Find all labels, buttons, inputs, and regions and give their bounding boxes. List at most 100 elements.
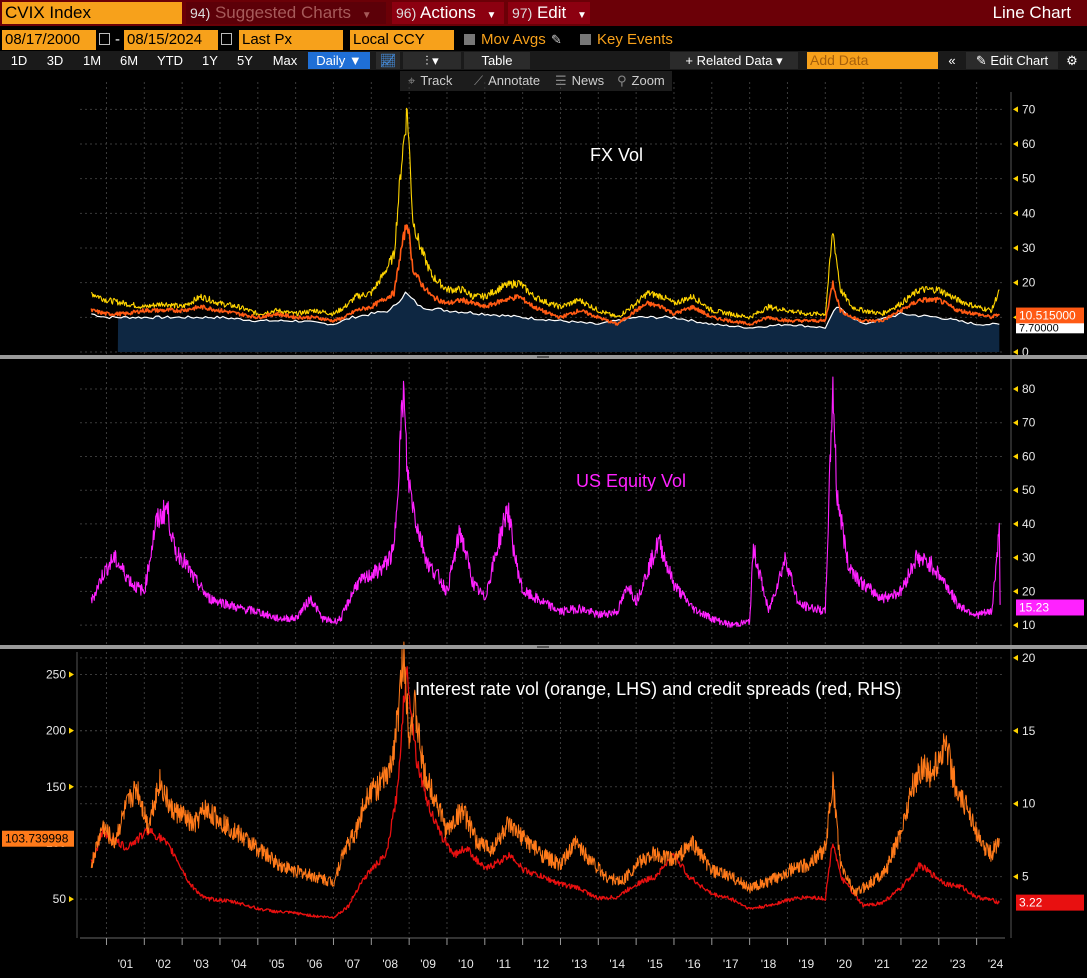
last-value-credit: 3.22	[1019, 896, 1043, 910]
edit-chart-button[interactable]: ✎ Edit Chart	[966, 52, 1058, 69]
x-tick-label: '01	[118, 957, 134, 971]
tick-marker	[1013, 554, 1018, 561]
x-tick-label: '19	[799, 957, 815, 971]
bar-style-icon[interactable]: ⫶ ▾	[403, 52, 461, 69]
calendar-icon[interactable]	[221, 33, 232, 45]
x-tick-label: '18	[761, 957, 777, 971]
drag-handle-icon[interactable]	[537, 356, 549, 358]
tick-marker	[1013, 175, 1018, 182]
chevron-down-icon: ▼	[486, 10, 497, 21]
y-tick-label: 50	[53, 892, 67, 906]
y-tick-label: 40	[1022, 206, 1036, 220]
y-tick-label: 15	[1022, 724, 1036, 738]
ticker-field[interactable]: CVIX Index	[2, 2, 182, 24]
y-tick-label: 30	[1022, 551, 1036, 565]
y-tick-label: 5	[1022, 870, 1029, 884]
period-1m[interactable]: 1M	[82, 53, 102, 68]
price-field-select[interactable]: Last Px	[239, 30, 343, 50]
edit-label: Edit	[536, 3, 567, 22]
currency-select[interactable]: Local CCY	[350, 30, 454, 50]
period-1d[interactable]: 1D	[10, 53, 28, 68]
y-tick-label: 80	[1022, 382, 1036, 396]
tick-marker	[69, 783, 74, 790]
chart-tools: ⌖ Track ⟋ Annotate ☰ News ⚲ Zoom	[400, 71, 672, 91]
tick-marker	[1013, 385, 1018, 392]
key-events-checkbox[interactable]	[580, 34, 591, 45]
pane-title-equity: US Equity Vol	[576, 471, 686, 491]
start-date-field[interactable]: 08/17/2000	[2, 30, 96, 50]
pane-title-fx: FX Vol	[590, 145, 643, 165]
actions-menu[interactable]: 96) Actions ▼	[392, 2, 504, 24]
key-events-label: Key Events	[597, 31, 673, 48]
tick-marker	[1013, 873, 1018, 880]
tick-marker	[1013, 279, 1018, 286]
y-tick-label: 250	[46, 667, 66, 681]
tick-marker	[1013, 654, 1018, 661]
gear-icon[interactable]: ⚙	[1066, 53, 1078, 68]
period-5y[interactable]: 5Y	[237, 53, 253, 68]
tick-marker	[1013, 588, 1018, 595]
related-data-button[interactable]: + Related Data ▾	[670, 52, 798, 69]
track-tool[interactable]: ⌖ Track	[408, 71, 452, 91]
x-tick-label: '02	[155, 957, 171, 971]
x-tick-label: '15	[647, 957, 663, 971]
track-label: Track	[420, 73, 453, 88]
mov-avgs-checkbox[interactable]	[464, 34, 475, 45]
tick-marker	[1013, 141, 1018, 147]
credit-spread-series	[90, 666, 1000, 920]
suggested-charts-num: 94)	[190, 5, 211, 21]
annotate-label: Annotate	[488, 73, 541, 88]
pencil-icon: ✎	[975, 53, 987, 68]
last-value-fx: 10.515000	[1019, 309, 1076, 323]
mov-avgs-label: Mov Avgs	[481, 31, 546, 48]
pencil-icon[interactable]: ✎	[551, 32, 562, 47]
x-tick-label: '04	[231, 957, 247, 971]
collapse-icon[interactable]: «	[948, 53, 956, 68]
period-1y[interactable]: 1Y	[202, 53, 218, 68]
x-tick-label: '16	[685, 957, 701, 971]
line-chart-icon[interactable]: 📈︎	[376, 52, 400, 69]
tick-marker	[69, 727, 74, 734]
period-ytd[interactable]: YTD	[157, 53, 183, 68]
y-tick-label: 150	[46, 780, 66, 794]
x-tick-label: '20	[836, 957, 852, 971]
period-6m[interactable]: 6M	[119, 53, 139, 68]
drag-handle-icon[interactable]	[537, 646, 549, 648]
y-tick-label: 40	[1022, 517, 1036, 531]
zoom-tool[interactable]: ⚲ Zoom	[617, 71, 665, 91]
tick-marker	[69, 896, 74, 903]
second-value-fx: 7.70000	[1019, 322, 1059, 334]
tick-marker	[1013, 800, 1018, 807]
y-tick-label: 60	[1022, 449, 1036, 463]
tick-marker	[1013, 487, 1018, 494]
last-value-rates-bg	[2, 830, 74, 847]
pane-title-rates: Interest rate vol (orange, LHS) and cred…	[415, 679, 901, 699]
period-max[interactable]: Max	[272, 53, 298, 68]
x-tick-label: '24	[988, 957, 1004, 971]
y-tick-label: 30	[1022, 241, 1036, 255]
chevron-down-icon: ▼	[361, 10, 372, 21]
last-value-equity: 15.23	[1019, 600, 1049, 614]
tick-marker	[1013, 520, 1018, 527]
calendar-icon[interactable]	[99, 33, 110, 45]
news-tool[interactable]: ☰ News	[555, 71, 604, 91]
chart-type-label: Line Chart	[992, 3, 1071, 22]
news-icon: ☰	[555, 73, 567, 88]
equity-vol-series	[90, 376, 1001, 628]
fx-yellow-series	[90, 107, 1000, 320]
last-value-rates: 103.739998	[5, 832, 69, 846]
suggested-charts-menu[interactable]: 94) Suggested Charts ▼	[186, 2, 386, 24]
add-data-input[interactable]: Add Data	[807, 52, 938, 69]
y-tick-label: 60	[1022, 137, 1036, 151]
date-separator: -	[115, 31, 120, 48]
end-date-field[interactable]: 08/15/2024	[124, 30, 218, 50]
edit-menu[interactable]: 97) Edit ▼	[508, 2, 590, 24]
period-3d[interactable]: 3D	[46, 53, 64, 68]
x-tick-label: '12	[534, 957, 550, 971]
table-button[interactable]: Table	[464, 52, 530, 69]
frequency-select[interactable]: Daily ▼	[308, 52, 370, 69]
y-tick-label: 50	[1022, 483, 1036, 497]
x-tick-label: '10	[458, 957, 474, 971]
annotate-tool[interactable]: ⟋ Annotate	[474, 71, 540, 91]
